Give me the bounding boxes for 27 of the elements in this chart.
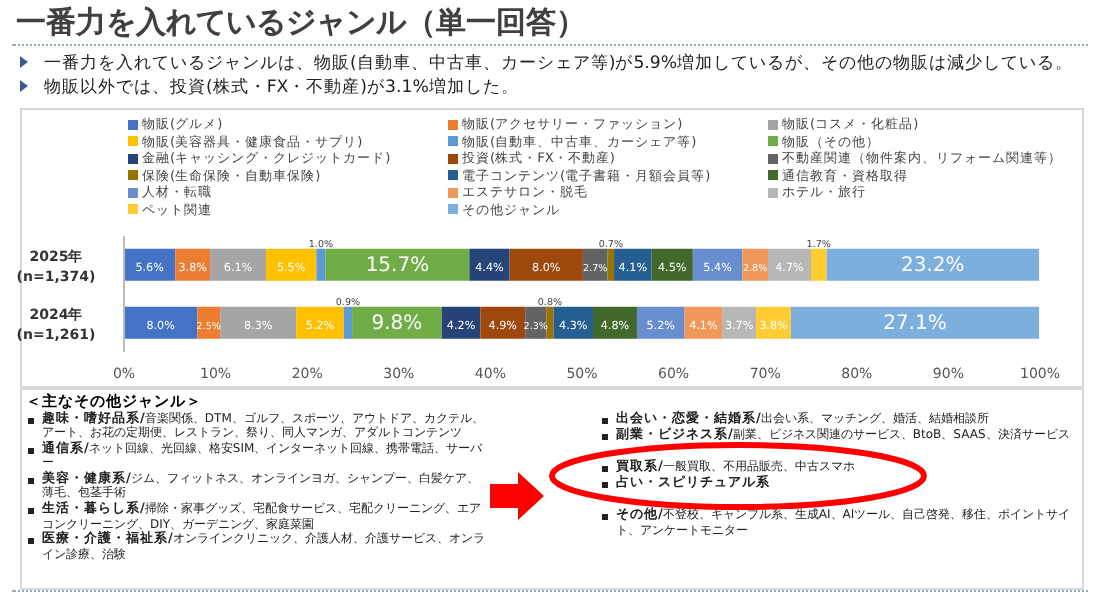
bar [546,306,554,339]
bar [509,248,583,281]
bar [210,248,266,281]
bar [636,306,685,339]
chart-title: 一番力を入れているジャンル（単一回答） [16,4,586,42]
bar [296,306,344,339]
data-label: 23.2% [901,254,965,277]
bar [811,248,827,281]
data-label: 15.7% [365,254,430,277]
text: 一番力を入れているジャンルは、物販(自動車、中古車、カーシェア等)が5.9%増加しているが、その他の物販は減少している。 [42,52,1074,76]
bar [614,248,652,281]
bar [767,248,811,281]
bar [826,248,1040,281]
bar [325,248,470,281]
bar [480,306,526,339]
bar [265,248,317,281]
bar [469,248,510,281]
bar [607,248,615,281]
data-label: 9.8% [371,312,423,335]
bar [692,248,743,281]
text: 物販以外では、投資(株式・FX・不動産)が3.1%増加した。 [42,76,519,100]
bar [343,306,353,339]
bar [790,306,1040,339]
data-label: 27.1% [883,312,947,335]
bar [316,248,326,281]
bar [124,306,198,339]
bar [220,306,297,339]
